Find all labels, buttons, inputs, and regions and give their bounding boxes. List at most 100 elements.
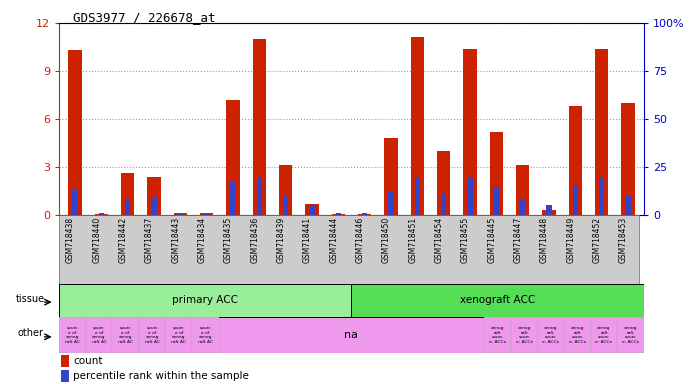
Bar [332, 214, 345, 215]
Text: percentile rank within the sample: percentile rank within the sample [73, 371, 249, 381]
Text: GSM718439: GSM718439 [276, 217, 285, 263]
Bar [72, 190, 77, 215]
Bar [511, 317, 537, 353]
Text: GSM718454: GSM718454 [435, 217, 443, 263]
Text: GSM718455: GSM718455 [461, 217, 470, 263]
Bar [253, 39, 266, 215]
Bar [516, 166, 529, 215]
Bar [441, 194, 446, 215]
Bar [546, 205, 552, 215]
Bar [166, 317, 192, 353]
Bar [464, 49, 477, 215]
Text: GSM718449: GSM718449 [567, 217, 576, 263]
Text: xenog
raft
sourc
e: ACCe: xenog raft sourc e: ACCe [622, 326, 639, 344]
Bar [99, 213, 104, 215]
Text: GSM718438: GSM718438 [66, 217, 75, 263]
Bar [139, 317, 166, 353]
Bar [61, 370, 68, 382]
Text: sourc
e of
xenog
raft AC: sourc e of xenog raft AC [171, 326, 187, 344]
Bar [151, 198, 157, 215]
Bar [388, 192, 394, 215]
Text: GSM718448: GSM718448 [540, 217, 549, 263]
Text: GSM718450: GSM718450 [382, 217, 391, 263]
Text: primary ACC: primary ACC [173, 295, 238, 306]
Bar [121, 174, 134, 215]
Bar [622, 103, 635, 215]
Text: other: other [17, 328, 44, 338]
Bar [520, 200, 525, 215]
Bar [384, 138, 397, 215]
Bar [437, 151, 450, 215]
Bar [573, 186, 578, 215]
Text: xenog
raft
sourc
e: ACCe: xenog raft sourc e: ACCe [542, 326, 560, 344]
Bar [351, 284, 644, 317]
Text: GSM718444: GSM718444 [329, 217, 338, 263]
Bar [61, 356, 68, 367]
Bar [542, 210, 555, 215]
Bar [59, 317, 86, 353]
Bar [591, 317, 617, 353]
Text: xenog
raft
sourc
e: ACCe: xenog raft sourc e: ACCe [595, 326, 612, 344]
Bar [484, 317, 511, 353]
Bar [59, 284, 351, 317]
Text: GSM718447: GSM718447 [514, 217, 523, 263]
Bar [617, 317, 644, 353]
Bar [174, 214, 187, 215]
Bar [537, 317, 564, 353]
Bar [226, 100, 239, 215]
Bar [95, 214, 108, 215]
Bar [490, 132, 503, 215]
Text: xenograft ACC: xenograft ACC [460, 295, 535, 306]
Text: GSM718445: GSM718445 [487, 217, 496, 263]
Bar [595, 49, 608, 215]
Bar [493, 188, 499, 215]
Bar [564, 317, 591, 353]
Text: na: na [345, 330, 358, 340]
Bar [569, 106, 582, 215]
Text: count: count [73, 356, 103, 366]
Bar [177, 213, 183, 215]
Text: GSM718451: GSM718451 [409, 217, 418, 263]
Text: sourc
e of
xenog
raft AC: sourc e of xenog raft AC [198, 326, 213, 344]
Text: tissue: tissue [16, 294, 45, 304]
Text: sourc
e of
xenog
raft AC: sourc e of xenog raft AC [145, 326, 159, 344]
Text: xenog
raft
sourc
e: ACCe: xenog raft sourc e: ACCe [489, 326, 506, 344]
Text: GSM718440: GSM718440 [93, 217, 102, 263]
Bar [257, 177, 262, 215]
Bar [86, 317, 112, 353]
Text: GSM718443: GSM718443 [171, 217, 180, 263]
Bar [415, 177, 420, 215]
Text: GSM718437: GSM718437 [145, 217, 154, 263]
Bar [599, 177, 604, 215]
Bar [309, 205, 315, 215]
Text: GSM718441: GSM718441 [303, 217, 312, 263]
Text: xenog
raft
sourc
e: ACCe: xenog raft sourc e: ACCe [569, 326, 586, 344]
Text: GSM718435: GSM718435 [224, 217, 233, 263]
Text: GSM718436: GSM718436 [251, 217, 260, 263]
Text: sourc
e of
xenog
raft AC: sourc e of xenog raft AC [65, 326, 80, 344]
Bar [362, 213, 367, 215]
Text: xenog
raft
sourc
e: ACCe: xenog raft sourc e: ACCe [516, 326, 533, 344]
Bar [125, 200, 130, 215]
Bar [411, 38, 424, 215]
Bar [626, 196, 631, 215]
Text: GSM718434: GSM718434 [198, 217, 207, 263]
Bar [335, 213, 341, 215]
Bar [283, 196, 288, 215]
Bar [230, 182, 236, 215]
Bar [279, 166, 292, 215]
Bar [68, 50, 81, 215]
Text: GSM718452: GSM718452 [593, 217, 601, 263]
Bar [204, 213, 209, 215]
Bar [192, 317, 219, 353]
Bar [358, 214, 371, 215]
Bar [112, 317, 139, 353]
Bar [467, 177, 473, 215]
Text: GDS3977 / 226678_at: GDS3977 / 226678_at [73, 12, 216, 25]
Bar [306, 204, 319, 215]
Text: GSM718442: GSM718442 [118, 217, 127, 263]
Text: sourc
e of
xenog
raft AC: sourc e of xenog raft AC [92, 326, 106, 344]
Text: sourc
e of
xenog
raft AC: sourc e of xenog raft AC [118, 326, 133, 344]
Bar [200, 214, 213, 215]
Text: GSM718453: GSM718453 [619, 217, 628, 263]
